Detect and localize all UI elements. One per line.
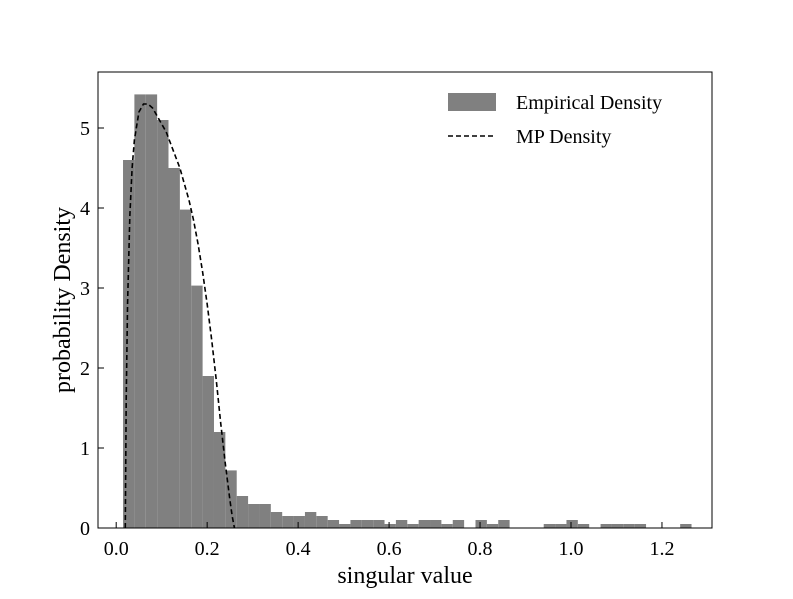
histogram-bar	[134, 94, 146, 529]
histogram-bar	[566, 520, 578, 528]
histogram-bar	[498, 520, 510, 528]
histogram-bar	[293, 516, 305, 528]
histogram-bar	[327, 520, 340, 528]
y-tick-label: 2	[80, 358, 90, 380]
x-tick-label: 0.8	[468, 538, 493, 560]
histogram-bar	[339, 524, 351, 528]
x-tick-label: 0.6	[377, 538, 402, 560]
histogram-bar	[213, 432, 226, 528]
histogram-bar	[145, 94, 158, 529]
histogram-bar	[123, 160, 135, 528]
histogram-bars	[123, 94, 692, 529]
y-axis-ticks: 0 1 2 3 4 5	[80, 118, 104, 540]
legend: Empirical Density MP Density	[448, 92, 662, 148]
histogram-bar	[270, 512, 283, 528]
histogram-bar	[430, 520, 442, 528]
histogram-bar	[350, 520, 362, 528]
histogram-bar	[418, 520, 431, 528]
x-tick-label: 0.2	[195, 538, 220, 560]
histogram-bar	[486, 524, 499, 528]
histogram-bar	[452, 520, 465, 528]
mp-density-line	[124, 103, 236, 529]
histogram-bar	[395, 520, 408, 528]
plot-frame	[97, 71, 713, 529]
x-axis-ticks: 0.0 0.2 0.4 0.6 0.8 1.0 1.2	[104, 522, 674, 560]
histogram-bar	[259, 504, 271, 528]
histogram-bar	[634, 524, 647, 528]
histogram-bar	[543, 524, 556, 528]
legend-swatch-empirical-density	[448, 93, 496, 111]
y-tick-label: 1	[80, 438, 90, 460]
histogram-bar	[611, 524, 624, 528]
histogram-bar	[441, 524, 453, 528]
histogram-bar	[373, 520, 385, 528]
histogram-bar	[316, 516, 328, 528]
histogram-bar	[304, 512, 317, 528]
mp-density-line-group	[124, 103, 236, 529]
y-tick-label: 5	[80, 118, 90, 140]
histogram-bar	[577, 524, 590, 528]
histogram-bar	[623, 524, 635, 528]
legend-label-empirical-density: Empirical Density	[516, 92, 662, 114]
histogram-bar	[225, 470, 237, 528]
histogram-bar	[191, 285, 203, 528]
y-tick-label: 4	[80, 198, 90, 220]
histogram-bar	[680, 524, 692, 528]
histogram-bar	[157, 120, 169, 528]
y-tick-label: 0	[80, 518, 90, 540]
x-tick-label: 1.0	[559, 538, 584, 560]
histogram-bar	[236, 496, 249, 528]
histogram-bar	[179, 209, 192, 528]
x-tick-label: 0.0	[104, 538, 129, 560]
histogram-bar	[282, 516, 294, 528]
legend-label-mp-density: MP Density	[516, 126, 611, 148]
histogram-bar	[555, 524, 567, 528]
histogram-bar	[361, 520, 374, 528]
y-axis-label: probability Density	[50, 207, 76, 393]
histogram-bar	[407, 524, 419, 528]
histogram-bar	[384, 524, 396, 528]
histogram-bar	[600, 524, 612, 528]
histogram-bar	[168, 168, 180, 528]
histogram-bar	[248, 504, 260, 528]
histogram-bar	[475, 520, 487, 528]
x-axis-label: singular value	[337, 563, 472, 589]
x-tick-label: 0.4	[286, 538, 311, 560]
histogram-bar	[202, 376, 214, 528]
x-tick-label: 1.2	[649, 538, 674, 560]
y-tick-label: 3	[80, 278, 90, 300]
